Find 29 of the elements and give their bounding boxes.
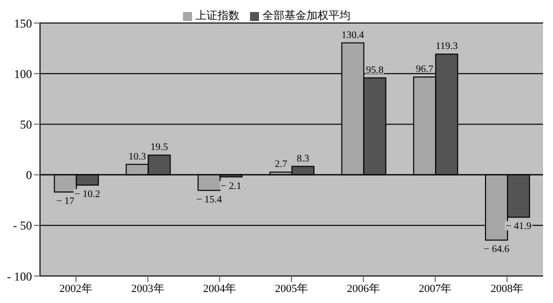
y-tick-label: 100: [14, 66, 32, 81]
x-tick-label: 2007年: [418, 282, 452, 295]
data-label: − 15.4: [196, 194, 222, 206]
data-label: − 10.2: [74, 189, 100, 200]
legend-label: 全部基金加权平均: [262, 10, 350, 22]
y-tick-label: 150: [14, 16, 32, 30]
x-tick-label: 2008年: [490, 282, 524, 295]
legend-label: 上证指数: [196, 10, 240, 22]
data-label: 130.4: [342, 30, 364, 41]
data-label: 19.5: [150, 142, 168, 154]
data-label: − 64.6: [484, 244, 510, 256]
data-label: − 41.9: [506, 221, 532, 232]
data-label: − 2.1: [220, 180, 242, 192]
x-tick-label: 2004年: [203, 282, 236, 295]
y-tick-label: 50: [20, 117, 32, 132]
x-tick-label: 2002年: [59, 282, 92, 295]
x-tick-label: 2003年: [131, 282, 164, 295]
x-tick-label: 2005年: [275, 282, 308, 295]
y-tick-label: - 50: [13, 218, 32, 233]
data-label: 119.3: [436, 41, 458, 52]
data-label: 10.3: [128, 151, 146, 162]
x-tick-label: 2006年: [346, 282, 380, 295]
data-label: 95.8: [366, 64, 384, 76]
data-label: 96.7: [416, 64, 434, 75]
data-label: 8.3: [296, 153, 310, 164]
y-tick-label: 0: [26, 168, 32, 182]
y-tick-label: - 100: [7, 269, 32, 284]
data-label: − 17: [56, 196, 74, 208]
data-label: 2.7: [274, 159, 288, 170]
